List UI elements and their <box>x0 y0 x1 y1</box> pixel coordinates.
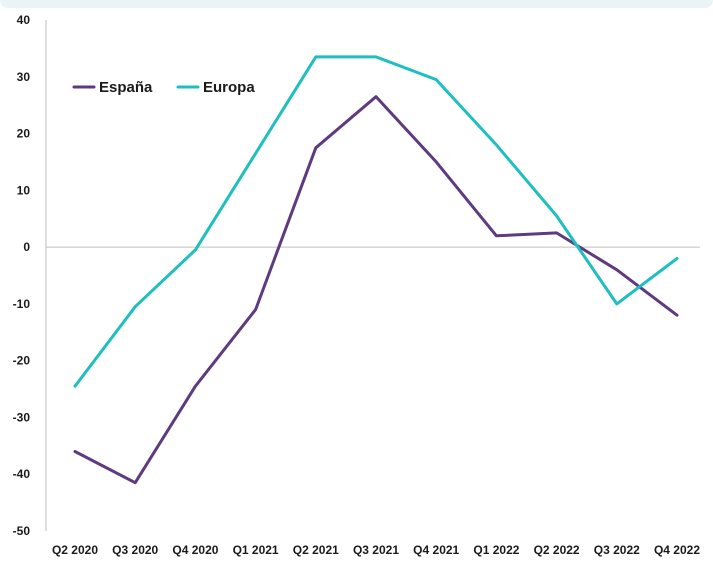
x-tick-label: Q2 2022 <box>534 543 580 557</box>
y-tick-label: -50 <box>13 524 31 538</box>
x-tick-label: Q4 2022 <box>654 543 700 557</box>
legend-label: España <box>99 79 153 96</box>
y-tick-label: 0 <box>23 240 30 254</box>
top-band <box>0 0 713 8</box>
series-line-europa <box>73 55 679 388</box>
x-tick-label: Q4 2020 <box>172 543 218 557</box>
legend: España Europa <box>72 79 255 96</box>
series-line-espana <box>73 95 679 485</box>
y-axis-ticks: 40 30 20 10 0 -10 -20 -30 -40 -50 <box>13 13 31 538</box>
y-tick-label: -40 <box>13 467 31 481</box>
y-tick-label: -10 <box>13 297 31 311</box>
y-tick-label: -20 <box>13 354 31 368</box>
x-tick-label: Q3 2021 <box>353 543 399 557</box>
y-tick-label: 30 <box>17 70 31 84</box>
series-group <box>73 55 679 485</box>
x-tick-label: Q1 2021 <box>233 543 279 557</box>
x-tick-label: Q2 2021 <box>293 543 339 557</box>
x-tick-label: Q4 2021 <box>413 543 459 557</box>
y-tick-label: 10 <box>17 183 31 197</box>
x-axis-ticks: Q2 2020 Q3 2020 Q4 2020 Q1 2021 Q2 2021 Q3 20… <box>52 543 700 557</box>
x-tick-label: Q2 2020 <box>52 543 98 557</box>
y-tick-label: 20 <box>17 127 31 141</box>
y-tick-label: -30 <box>13 410 31 424</box>
x-tick-label: Q1 2022 <box>473 543 519 557</box>
x-tick-label: Q3 2022 <box>594 543 640 557</box>
legend-label: Europa <box>203 79 255 96</box>
y-tick-label: 40 <box>17 13 31 27</box>
x-tick-label: Q3 2020 <box>112 543 158 557</box>
